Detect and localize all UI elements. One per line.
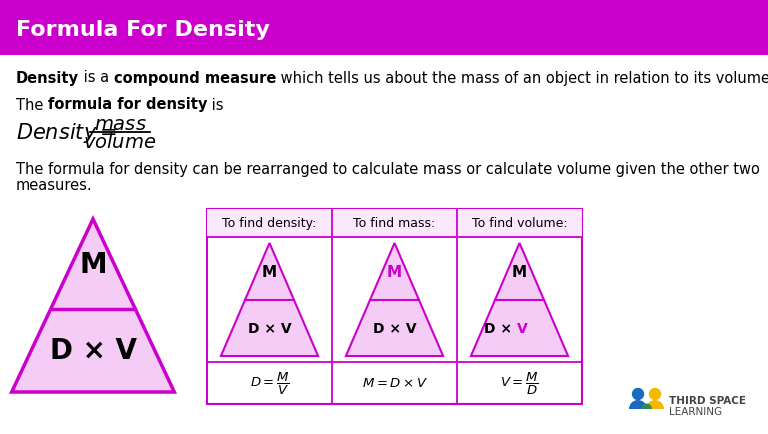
Text: $\mathit{Density} =$: $\mathit{Density} =$	[16, 121, 117, 145]
Text: M: M	[262, 264, 277, 279]
Text: To find mass:: To find mass:	[353, 217, 435, 230]
FancyBboxPatch shape	[0, 0, 768, 56]
Polygon shape	[12, 220, 174, 392]
Polygon shape	[471, 243, 568, 356]
Text: LEARNING: LEARNING	[669, 406, 722, 416]
Text: To find volume:: To find volume:	[472, 217, 568, 230]
Wedge shape	[646, 400, 664, 409]
Wedge shape	[629, 400, 647, 409]
Text: $\mathit{volume}$: $\mathit{volume}$	[83, 133, 157, 152]
Text: D × V: D × V	[372, 321, 416, 335]
Text: $\mathit{mass}$: $\mathit{mass}$	[94, 115, 147, 134]
Text: which tells us about the mass of an object in relation to its volume.: which tells us about the mass of an obje…	[276, 70, 768, 85]
Text: $D = \dfrac{M}{V}$: $D = \dfrac{M}{V}$	[250, 370, 290, 396]
Text: V: V	[517, 321, 528, 335]
Text: formula for density: formula for density	[48, 97, 207, 112]
Text: M: M	[512, 264, 527, 279]
Text: The: The	[16, 97, 48, 112]
Text: $V = \dfrac{M}{D}$: $V = \dfrac{M}{D}$	[500, 370, 539, 396]
Text: $M = D \times V$: $M = D \times V$	[362, 377, 428, 390]
Text: is: is	[207, 97, 224, 112]
Text: D × V: D × V	[248, 321, 291, 335]
Text: Density: Density	[16, 70, 79, 85]
FancyBboxPatch shape	[207, 210, 582, 237]
Text: The formula for density can be rearranged to calculate mass or calculate volume : The formula for density can be rearrange…	[16, 162, 760, 177]
Text: M: M	[387, 264, 402, 279]
Text: To find density:: To find density:	[222, 217, 316, 230]
Text: compound measure: compound measure	[114, 70, 276, 85]
Circle shape	[650, 388, 660, 400]
Text: measures.: measures.	[16, 178, 93, 193]
FancyBboxPatch shape	[207, 210, 582, 404]
Polygon shape	[221, 243, 318, 356]
Text: D ×: D ×	[484, 321, 517, 335]
Text: Formula For Density: Formula For Density	[16, 20, 270, 40]
Circle shape	[633, 388, 644, 400]
Text: is a: is a	[79, 70, 114, 85]
Text: M: M	[79, 250, 107, 278]
Text: THIRD SPACE: THIRD SPACE	[669, 395, 746, 405]
Wedge shape	[641, 404, 652, 409]
Polygon shape	[346, 243, 443, 356]
Text: D × V: D × V	[49, 337, 137, 365]
